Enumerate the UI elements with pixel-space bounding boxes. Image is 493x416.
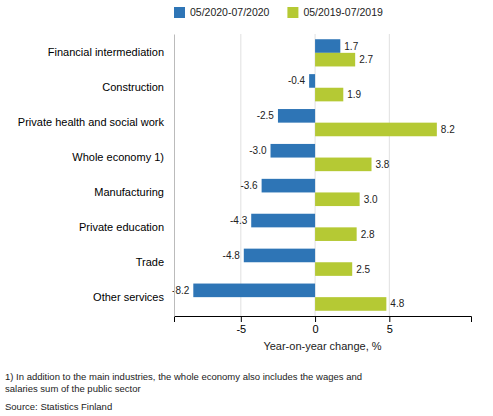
- y-tick: Private health and social work: [18, 116, 174, 128]
- data-label: -3.6: [240, 180, 258, 191]
- bar: [315, 262, 352, 276]
- bar: [262, 179, 315, 193]
- plot-area: 1.7-0.4-2.5-3.0-3.6-4.3-4.8-8.22.71.98.2…: [18, 34, 472, 352]
- y-tick-label: Private education: [79, 221, 164, 233]
- y-tick: Other services: [93, 291, 174, 303]
- bar: [251, 214, 315, 228]
- x-tick-label: -5: [236, 323, 246, 335]
- y-tick: Whole economy 1): [72, 151, 174, 163]
- x-tick: 5: [387, 316, 393, 335]
- x-axis-line: [175, 317, 472, 323]
- bar: [193, 284, 315, 298]
- bar: [244, 249, 315, 263]
- data-label: 1.7: [344, 41, 358, 52]
- data-label: -4.8: [223, 250, 241, 261]
- chart-svg: 1.7-0.4-2.5-3.0-3.6-4.3-4.8-8.22.71.98.2…: [0, 0, 493, 416]
- data-label: 2.8: [361, 229, 375, 240]
- bar: [315, 123, 437, 137]
- legend-item: 05/2020-07/2020: [174, 6, 270, 18]
- y-tick-label: Trade: [136, 256, 164, 268]
- bar: [315, 53, 355, 67]
- y-tick-label: Financial intermediation: [48, 46, 164, 58]
- bar: [315, 88, 343, 102]
- annotation: Source: Statistics Finland: [5, 401, 112, 412]
- bar: [315, 158, 371, 172]
- annotation-line: salaries sum of the public sector: [5, 383, 141, 394]
- bar: [278, 109, 315, 123]
- y-tick-label: Manufacturing: [94, 186, 164, 198]
- legend-item: 05/2019-07/2019: [287, 6, 383, 18]
- data-label: -3.0: [249, 145, 267, 156]
- data-label: 4.8: [390, 298, 404, 309]
- annotation: 1) In addition to the main industries, t…: [5, 371, 362, 394]
- data-label: 2.7: [359, 54, 373, 65]
- chart-container: 1.7-0.4-2.5-3.0-3.6-4.3-4.8-8.22.71.98.2…: [0, 0, 493, 416]
- y-tick: Trade: [136, 256, 174, 268]
- y-tick: Construction: [102, 81, 174, 93]
- annotation-line: Source: Statistics Finland: [5, 401, 112, 412]
- bars: [193, 39, 437, 311]
- y-tick-label: Whole economy 1): [72, 151, 164, 163]
- bar: [309, 74, 315, 88]
- legend-label: 05/2019-07/2019: [303, 6, 383, 18]
- legend-label: 05/2020-07/2020: [190, 6, 270, 18]
- x-tick-mark: [315, 316, 316, 322]
- legend: 05/2020-07/2020 05/2019-07/2019: [174, 6, 383, 18]
- x-tick-label: 5: [387, 323, 393, 335]
- grid-line: [389, 34, 390, 316]
- y-tick-label: Construction: [102, 81, 164, 93]
- bar: [271, 144, 316, 158]
- x-tick: 0: [313, 316, 319, 335]
- data-label: 1.9: [347, 89, 361, 100]
- data-label: -0.4: [288, 75, 306, 86]
- legend-swatch: [287, 7, 298, 18]
- bar: [315, 39, 340, 53]
- x-tick-label: 0: [313, 323, 319, 335]
- annotation-line: 1) In addition to the main industries, t…: [5, 371, 362, 382]
- y-axis-line: [174, 35, 175, 317]
- y-tick-label: Private health and social work: [18, 116, 165, 128]
- x-axis: -5 0 5: [175, 316, 472, 335]
- y-tick-label: Other services: [93, 291, 164, 303]
- x-tick-mark: [241, 316, 242, 322]
- bar: [315, 192, 360, 206]
- y-tick: Private education: [79, 221, 174, 233]
- x-tick-mark: [389, 316, 390, 322]
- bar: [315, 227, 357, 241]
- bar: [315, 297, 386, 311]
- grid-line: [240, 34, 241, 316]
- data-label: -4.3: [230, 215, 248, 226]
- data-label: -2.5: [257, 110, 275, 121]
- y-axis: Financial intermediation Construction Priv…: [18, 35, 175, 317]
- grid: [241, 34, 390, 316]
- data-label: 2.5: [356, 264, 370, 275]
- x-axis-title: Year-on-year change, %: [263, 340, 381, 352]
- data-label: 3.8: [376, 159, 390, 170]
- bar-series: [315, 53, 437, 311]
- x-tick: -5: [236, 316, 246, 335]
- y-tick: Manufacturing: [94, 186, 174, 198]
- y-tick: Financial intermediation: [48, 46, 174, 58]
- legend-swatch: [174, 7, 185, 18]
- data-label: 3.0: [364, 194, 378, 205]
- data-label: 8.2: [441, 124, 455, 135]
- data-labels: 1.7-0.4-2.5-3.0-3.6-4.3-4.8-8.22.71.98.2…: [172, 41, 455, 310]
